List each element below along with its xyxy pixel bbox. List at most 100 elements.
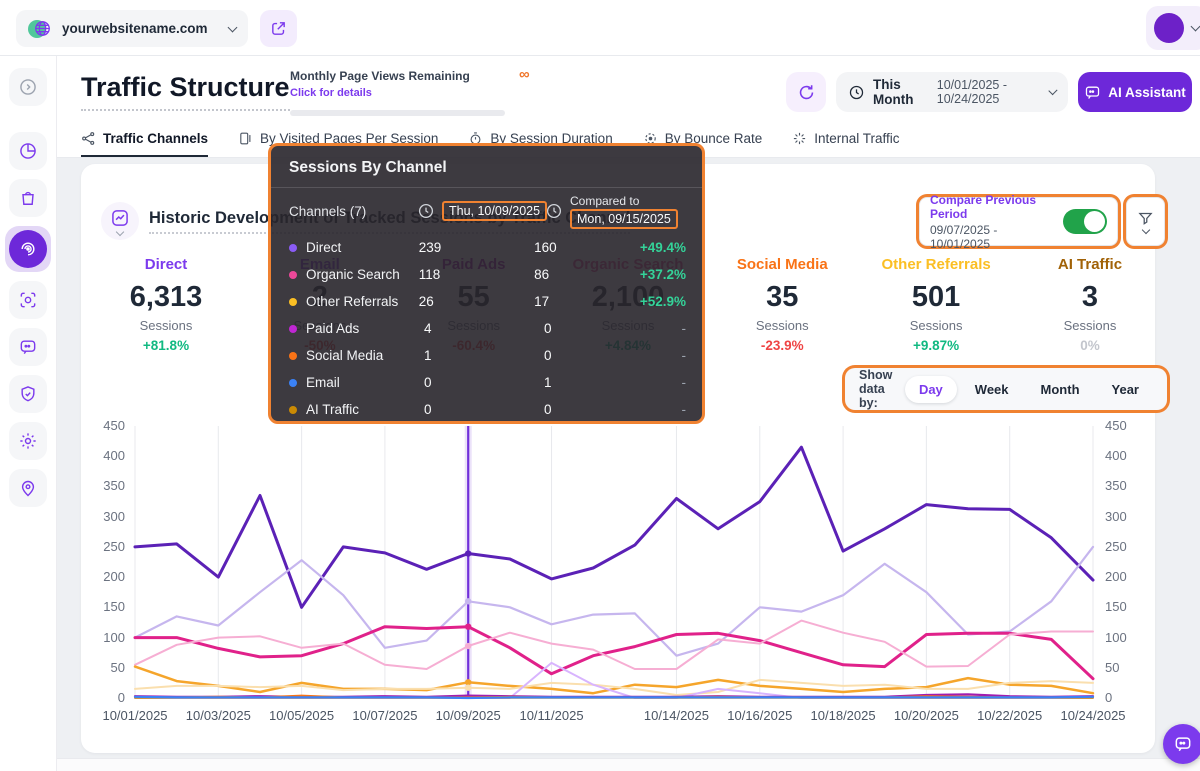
hover-point-organic-search-previous-period <box>465 642 472 650</box>
tab-by-bounce-rate[interactable]: By Bounce Rate <box>643 131 763 157</box>
y-tick-label: 100 <box>103 629 125 645</box>
y-tick-label: 100 <box>1105 629 1127 645</box>
series-line-direct <box>133 445 1095 609</box>
tooltip-current-value: 26 <box>418 294 434 309</box>
traffic-channels-icon <box>81 131 96 146</box>
sidebar-item-location-pin[interactable] <box>9 469 47 507</box>
refresh-button[interactable] <box>786 72 826 112</box>
channel-card-direct[interactable]: Direct 6,313 Sessions +81.8% <box>111 256 221 364</box>
y-tick-label: 150 <box>103 599 125 615</box>
series-color-dot <box>289 351 297 360</box>
tab-bar: Traffic Channels By Visited Pages Per Ses… <box>81 131 900 157</box>
tooltip-change-value: +37.2% <box>639 267 687 282</box>
tab-traffic-channels[interactable]: Traffic Channels <box>81 131 209 157</box>
clock-icon <box>417 202 435 220</box>
x-tick-label: 10/20/2025 <box>893 708 959 723</box>
website-selector[interactable]: yourwebsitename.com <box>16 10 248 47</box>
tooltip-previous-value: 17 <box>534 294 550 309</box>
tab-internal-traffic[interactable]: Internal Traffic <box>792 131 900 157</box>
tooltip-change-value: - <box>681 375 687 390</box>
clock-icon <box>848 84 865 101</box>
period-label: This Month <box>873 77 914 107</box>
tab-label: Internal Traffic <box>814 131 900 146</box>
tooltip-channel-name: Email <box>306 375 340 390</box>
channel-unit: Sessions <box>1063 318 1117 333</box>
y-tick-label: 150 <box>1105 599 1127 615</box>
compare-toggle[interactable] <box>1063 209 1107 234</box>
quota-details-link[interactable]: Click for details <box>290 87 372 99</box>
y-tick-label: 350 <box>1105 478 1127 494</box>
tooltip-row-email: Email 0 1 - <box>289 369 686 396</box>
x-tick-label: 10/18/2025 <box>810 708 876 723</box>
series-color-dot <box>289 297 297 306</box>
support-chat-button[interactable] <box>1163 724 1200 764</box>
channel-name: AI Traffic <box>1057 256 1123 273</box>
account-menu[interactable] <box>1146 6 1200 50</box>
topbar: yourwebsitename.com <box>0 0 1200 56</box>
tab-label: By Bounce Rate <box>664 131 763 146</box>
series-line-paid-ads-previous-period <box>134 661 1094 699</box>
globe-icon <box>28 17 52 41</box>
line-chart-icon[interactable] <box>101 202 139 240</box>
scan-target-icon <box>18 290 38 310</box>
sidebar-item-shopping-bag[interactable] <box>9 179 47 217</box>
channel-unit: Sessions <box>909 318 963 333</box>
sidebar <box>0 56 57 771</box>
shopping-bag-icon <box>18 188 38 208</box>
show-data-by-week[interactable]: Week <box>974 381 1009 397</box>
chat-bubble-icon <box>18 337 38 357</box>
sidebar-item-chat-bubble[interactable] <box>9 328 47 366</box>
funnel-icon <box>1137 210 1154 227</box>
channel-card-ai-traffic[interactable]: AI Traffic 3 Sessions 0% <box>1035 256 1145 364</box>
sidebar-item-gear[interactable] <box>9 422 47 460</box>
tooltip-change-value: - <box>681 321 687 336</box>
channel-value: 3 <box>1081 281 1099 313</box>
y-tick-label: 450 <box>103 418 125 433</box>
series-line-other-referrals-previous-period <box>134 678 1094 696</box>
y-tick-label: 450 <box>1105 418 1127 433</box>
sidebar-item-sessions-radar[interactable] <box>5 226 51 272</box>
chevron-down-icon <box>1141 225 1150 235</box>
chart-plot-area[interactable]: 10/01/2025 10/03/2025 10/05/2025 10/07/2025… <box>102 426 1126 723</box>
tooltip-compared-date: Mon, 09/15/2025 <box>570 209 678 229</box>
x-tick-label: 10/01/2025 <box>102 708 168 723</box>
channel-card-social-media[interactable]: Social Media 35 Sessions -23.9% <box>727 256 837 364</box>
sidebar-item-shield-check[interactable] <box>9 375 47 413</box>
panel-toggle-icon <box>18 77 38 97</box>
show-data-by-month[interactable]: Month <box>1040 381 1080 397</box>
channel-card-other-referrals[interactable]: Other Referrals 501 Sessions +9.87% <box>881 256 991 364</box>
website-name: yourwebsitename.com <box>62 21 208 36</box>
footer-strip <box>0 758 1200 771</box>
sidebar-item-scan-target[interactable] <box>9 281 47 319</box>
filter-button[interactable] <box>1126 197 1165 246</box>
ai-assistant-label: AI Assistant <box>1108 84 1186 100</box>
x-tick-label: 10/09/2025 <box>435 708 501 723</box>
channel-change: -23.9% <box>760 338 804 353</box>
series-line-organic-search-previous-period <box>134 619 1094 670</box>
sessions-radar-icon <box>18 239 38 259</box>
tooltip-row-paid-ads: Paid Ads 4 0 - <box>289 315 686 342</box>
tooltip-change-value: +49.4% <box>639 240 687 255</box>
ai-assistant-button[interactable]: AI Assistant <box>1078 72 1192 112</box>
external-link-icon <box>270 20 287 37</box>
hover-point-other-referrals <box>465 679 472 686</box>
tooltip-channel-name: Other Referrals <box>306 294 399 309</box>
sidebar-item-panel-toggle[interactable] <box>9 68 47 106</box>
y-tick-label: 0 <box>117 689 125 705</box>
tooltip-channels-label: Channels (7) <box>289 203 367 219</box>
date-range-picker[interactable]: This Month 10/01/2025 - 10/24/2025 <box>836 72 1068 112</box>
tooltip-previous-value: 0 <box>544 321 552 336</box>
x-tick-label: 10/24/2025 <box>1060 708 1126 723</box>
x-tick-label: 10/14/2025 <box>643 708 710 723</box>
page-header: Traffic Structure Monthly Page Views Rem… <box>57 56 1200 158</box>
channel-value: 6,313 <box>129 281 203 313</box>
open-website-button[interactable] <box>260 10 297 47</box>
show-data-by-year[interactable]: Year <box>1111 381 1139 397</box>
y-tick-label: 200 <box>1105 569 1127 585</box>
y-tick-label: 0 <box>1105 689 1113 705</box>
tab-by-visited-pages-per-session[interactable]: By Visited Pages Per Session <box>238 131 438 157</box>
sidebar-item-pie-chart[interactable] <box>9 132 47 170</box>
pie-chart-icon <box>18 141 38 161</box>
chevron-down-icon <box>1048 86 1058 95</box>
show-data-by-day[interactable]: Day <box>904 375 957 403</box>
